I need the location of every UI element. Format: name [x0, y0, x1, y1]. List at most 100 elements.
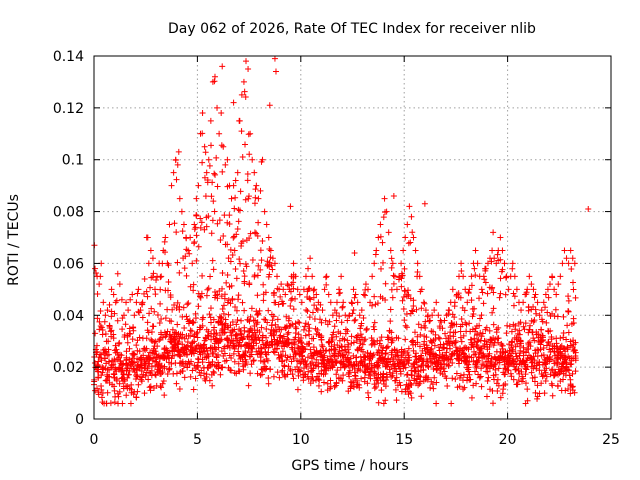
data-point: [95, 368, 102, 375]
data-point: [376, 355, 383, 362]
data-point: [158, 316, 165, 322]
data-point: [207, 305, 214, 312]
data-point: [329, 337, 336, 344]
data-point: [408, 338, 415, 345]
data-point: [565, 293, 572, 300]
data-point: [106, 301, 113, 308]
data-point: [246, 280, 253, 287]
data-point: [344, 328, 351, 335]
data-point: [251, 229, 258, 236]
data-point: [442, 330, 449, 337]
data-point: [235, 206, 242, 213]
data-point: [135, 381, 142, 388]
data-point: [236, 256, 243, 263]
data-point: [210, 266, 217, 273]
data-point: [565, 367, 572, 374]
data-point: [448, 320, 455, 327]
data-point: [457, 372, 464, 379]
data-point: [131, 359, 138, 366]
data-point: [226, 352, 233, 359]
data-point: [285, 282, 292, 289]
data-point: [143, 288, 150, 295]
data-point: [238, 128, 245, 135]
data-point: [190, 386, 197, 393]
data-point: [224, 324, 231, 331]
data-point: [210, 316, 217, 323]
data-point: [389, 370, 396, 377]
data-point: [568, 266, 575, 273]
data-point: [333, 371, 340, 378]
data-point: [333, 299, 340, 306]
data-point: [148, 305, 155, 312]
data-point: [549, 392, 556, 399]
data-point: [383, 377, 390, 384]
data-point: [517, 319, 524, 326]
data-point: [224, 241, 231, 248]
data-point: [513, 353, 520, 360]
data-point: [172, 156, 179, 163]
data-point: [241, 88, 248, 95]
data-point: [512, 343, 519, 350]
data-point: [426, 318, 433, 325]
data-point: [147, 354, 154, 361]
data-point: [523, 366, 530, 373]
data-point: [310, 365, 317, 372]
data-point: [144, 319, 151, 326]
data-point: [483, 324, 490, 331]
data-point: [242, 196, 249, 203]
data-point: [162, 249, 169, 256]
data-point: [406, 377, 413, 384]
data-point: [460, 386, 467, 393]
data-point: [300, 326, 307, 333]
data-point: [312, 325, 319, 332]
data-point: [207, 117, 214, 124]
data-point: [397, 382, 404, 389]
data-point: [161, 238, 168, 245]
data-point: [431, 374, 438, 381]
data-point: [133, 372, 140, 379]
data-point: [447, 324, 454, 331]
data-point: [435, 357, 442, 364]
data-point: [267, 330, 274, 337]
data-point: [333, 333, 340, 340]
data-point: [378, 334, 385, 341]
data-point: [215, 351, 222, 358]
data-point: [245, 382, 252, 389]
data-point: [213, 330, 220, 337]
data-point: [546, 281, 553, 288]
data-point: [98, 383, 105, 390]
data-point: [466, 371, 473, 378]
data-point: [219, 63, 226, 70]
data-point: [410, 297, 417, 304]
data-point: [252, 194, 259, 201]
data-point: [300, 377, 307, 384]
data-point: [571, 389, 578, 396]
data-point: [239, 299, 246, 306]
data-point: [311, 302, 318, 309]
data-point: [565, 353, 572, 360]
data-point: [282, 291, 289, 298]
data-point: [561, 247, 568, 254]
data-point: [420, 299, 427, 306]
data-point: [92, 265, 99, 272]
data-point: [184, 342, 191, 349]
data-point: [271, 260, 278, 267]
data-point: [106, 323, 113, 330]
data-point: [298, 334, 305, 341]
data-point: [248, 351, 255, 358]
data-point: [123, 357, 130, 364]
data-point: [194, 355, 201, 362]
data-point: [321, 286, 328, 293]
data-point: [495, 339, 502, 346]
data-point: [263, 221, 270, 228]
data-point: [235, 360, 242, 367]
data-point: [105, 358, 112, 365]
data-point: [471, 335, 478, 342]
data-point: [320, 354, 327, 361]
data-point: [406, 203, 413, 210]
data-point: [166, 365, 173, 372]
data-point: [164, 371, 171, 378]
data-point: [243, 263, 250, 270]
data-point: [194, 334, 201, 341]
data-point: [495, 365, 502, 372]
